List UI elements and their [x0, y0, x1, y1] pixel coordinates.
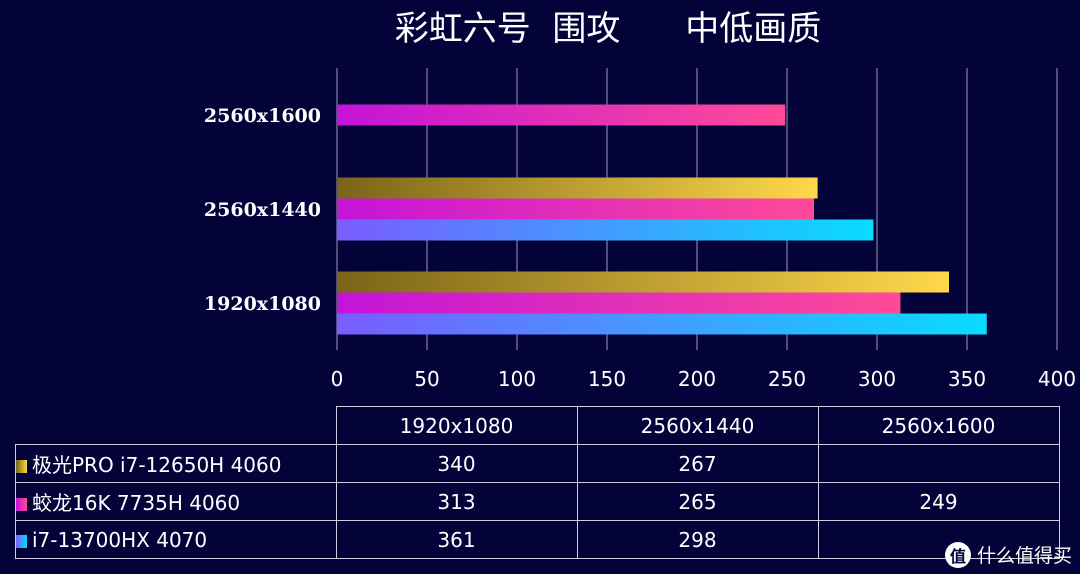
legend-swatch — [16, 534, 27, 548]
bar — [337, 313, 987, 335]
x-tick-label: 350 — [948, 367, 986, 391]
table-cell: 298 — [576, 520, 819, 559]
bars — [337, 104, 987, 335]
category-label: 2560x1600 — [204, 105, 321, 127]
table-cell: 249 — [817, 482, 1060, 521]
legend-entry: 蛟龙16K 7735H 4060 — [15, 482, 337, 521]
x-tick-label: 50 — [414, 367, 439, 391]
bar — [337, 219, 874, 241]
table-row: 蛟龙16K 7735H 4060 313 265 249 — [15, 482, 1060, 521]
legend-label: i7-13700HX 4070 — [32, 527, 208, 552]
x-tick-label: 200 — [678, 367, 716, 391]
data-table: 1920x1080 2560x1440 2560x1600 极光PRO i7-1… — [15, 406, 1060, 559]
watermark-logo-icon: 值 — [944, 541, 971, 568]
table-header-cell: 1920x1080 — [335, 406, 578, 445]
legend-label: 极光PRO i7-12650H 4060 — [32, 453, 282, 477]
table-corner — [15, 406, 337, 445]
table-row: 极光PRO i7-12650H 4060 340 267 — [15, 444, 1060, 483]
bar — [337, 292, 901, 314]
table-cell: 313 — [335, 482, 578, 521]
legend-label: 蛟龙16K 7735H 4060 — [32, 491, 241, 515]
bar — [337, 177, 818, 199]
x-tick-label: 400 — [1038, 367, 1076, 391]
bar — [337, 104, 786, 126]
x-tick-label: 250 — [768, 367, 806, 391]
chart-title: 彩虹六号 围攻 中低画质 — [395, 9, 821, 49]
legend-swatch — [16, 460, 27, 473]
category-label: 1920x1080 — [204, 293, 321, 315]
table-cell: 340 — [335, 444, 578, 483]
x-tick-label: 300 — [858, 367, 896, 391]
watermark: 值 什么值得买 — [944, 541, 1072, 568]
bar — [337, 198, 814, 220]
table-cell — [817, 520, 1060, 559]
watermark-text: 什么值得买 — [976, 545, 1072, 567]
x-tick-label: 150 — [588, 367, 626, 391]
table-header-cell: 2560x1600 — [817, 406, 1060, 445]
category-labels: 1920x1080 2560x1440 2560x1600 — [204, 105, 321, 315]
legend-entry: i7-13700HX 4070 — [15, 520, 337, 559]
legend-swatch — [16, 498, 27, 511]
table-cell — [817, 444, 1060, 483]
bar — [337, 271, 949, 293]
category-label: 2560x1440 — [204, 199, 321, 221]
legend-entry: 极光PRO i7-12650H 4060 — [15, 444, 337, 483]
x-tick-labels: 0 50 100 150 200 250 300 350 400 — [331, 367, 1076, 391]
table-header-cell: 2560x1440 — [576, 406, 819, 445]
table-header-row: 1920x1080 2560x1440 2560x1600 — [15, 406, 1060, 445]
table-row: i7-13700HX 4070 361 298 — [15, 520, 1060, 559]
table-cell: 265 — [576, 482, 819, 521]
x-tick-label: 0 — [331, 367, 344, 391]
x-tick-label: 100 — [498, 367, 536, 391]
table-cell: 361 — [335, 520, 578, 559]
table-cell: 267 — [576, 444, 819, 483]
